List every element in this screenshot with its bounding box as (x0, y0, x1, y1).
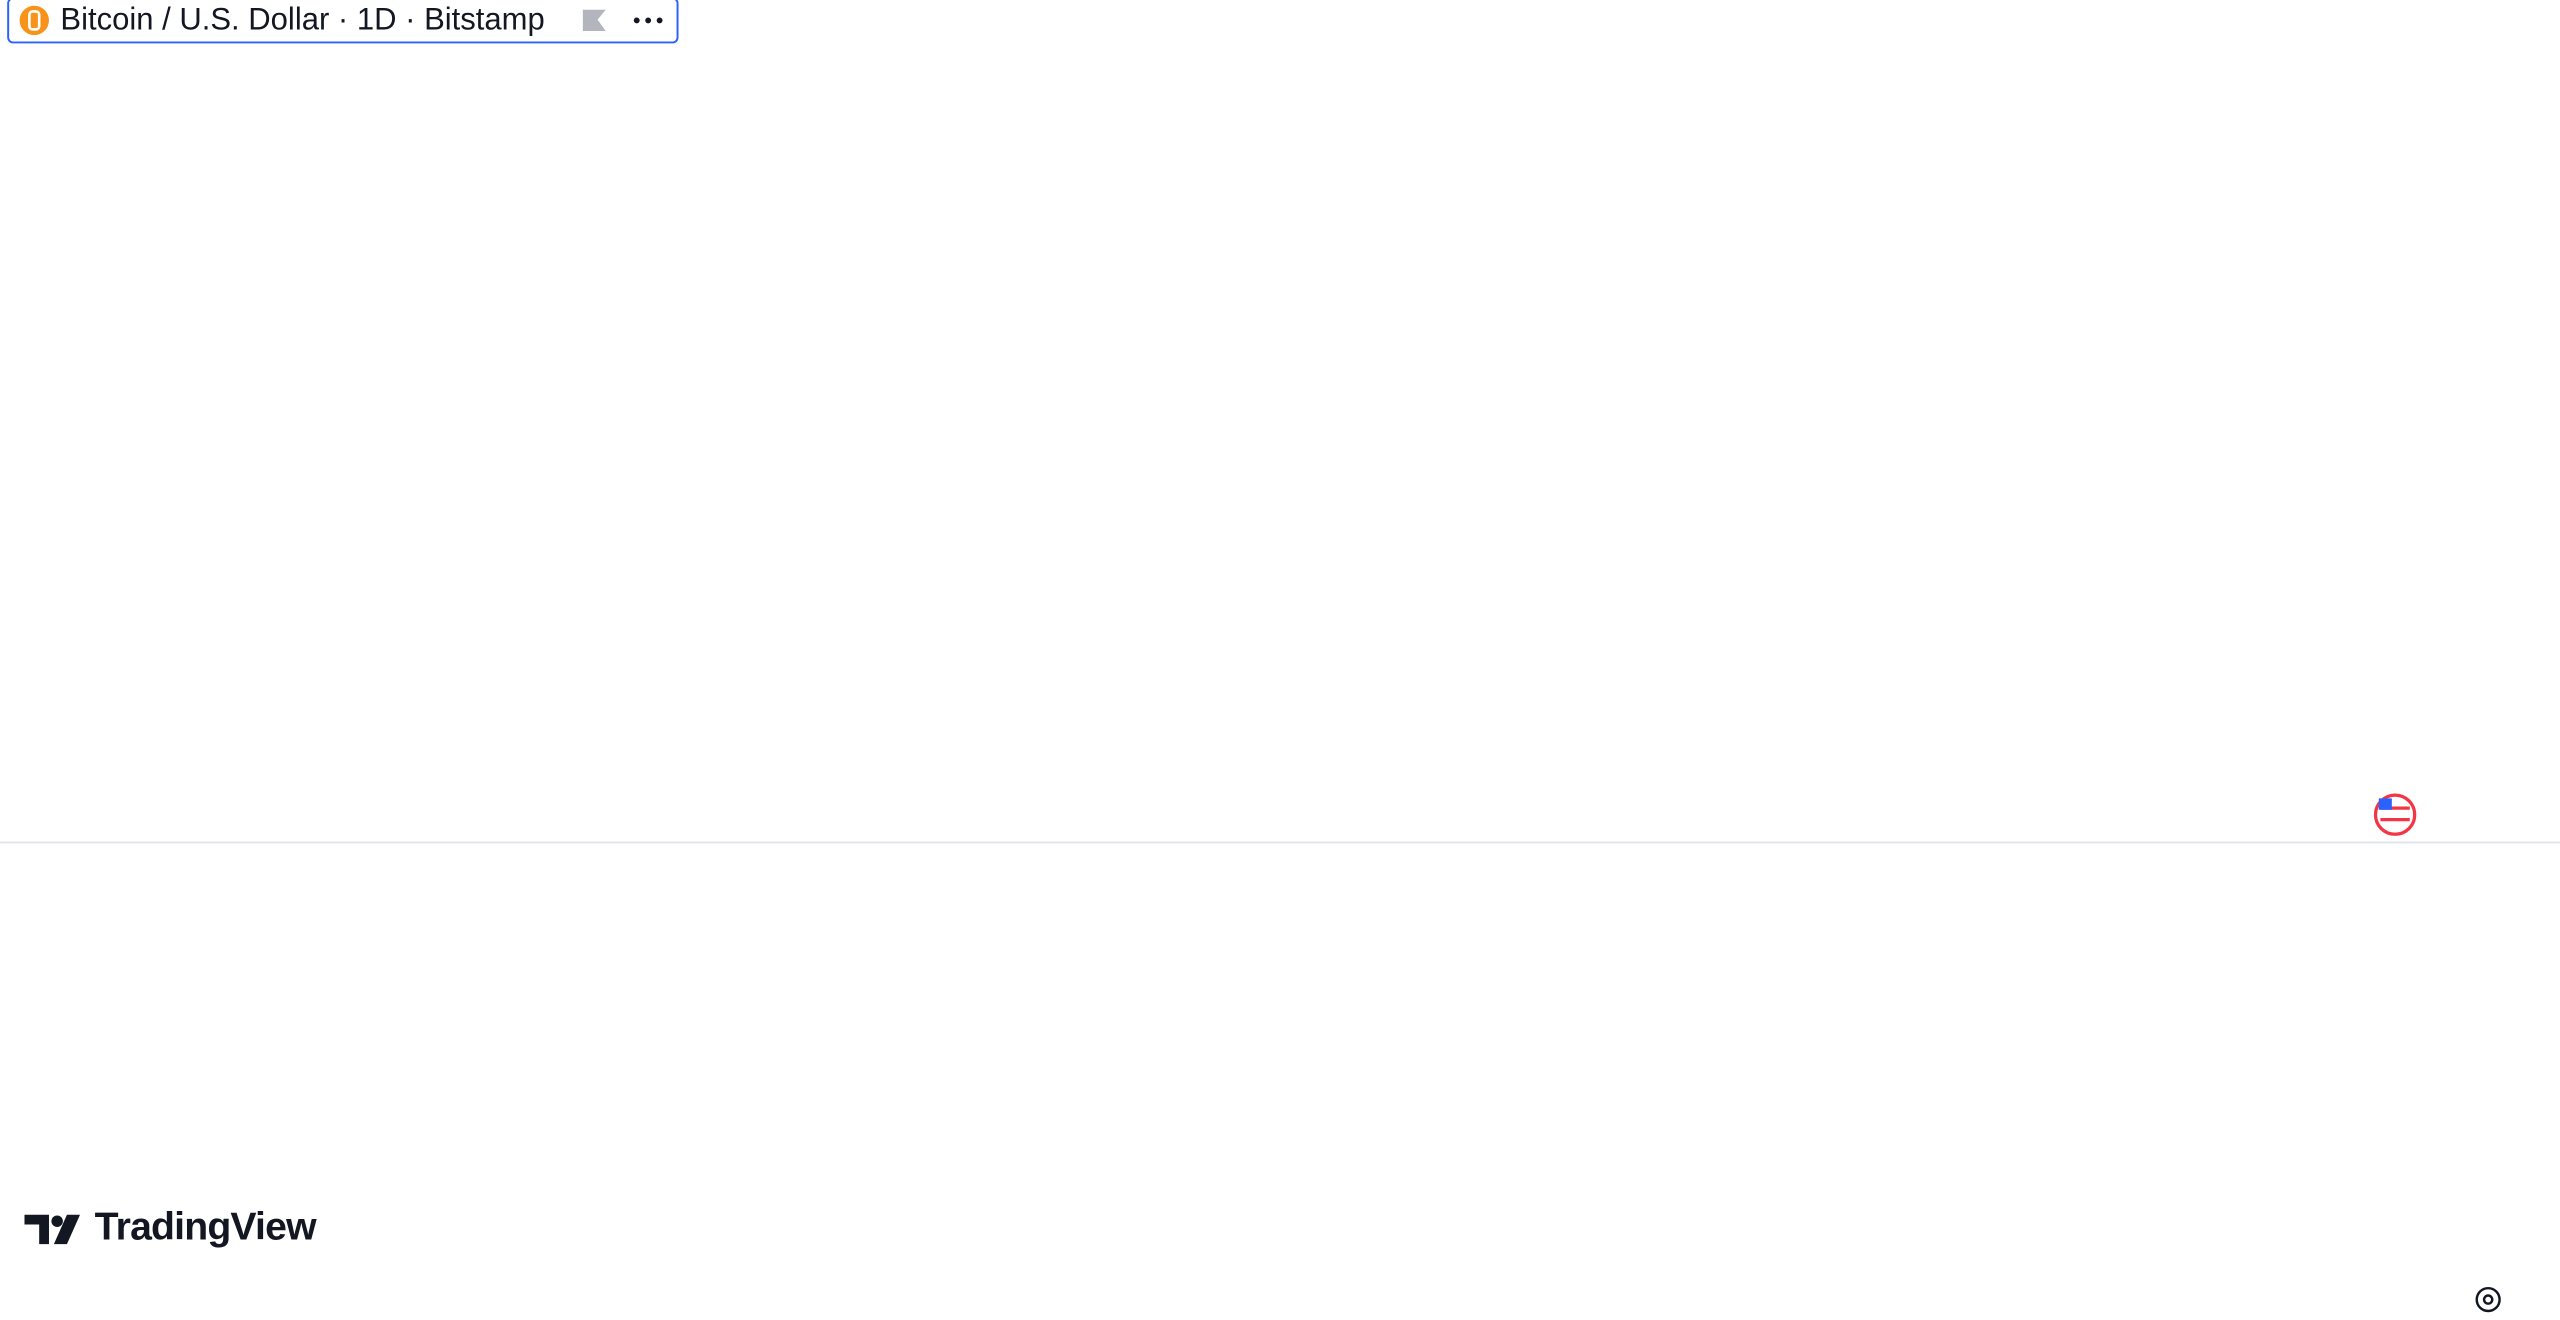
legend-frame (7, 0, 679, 44)
chart-title: Bitcoin / U.S. Dollar · 1D · Bitstamp (60, 1, 544, 36)
more-dot[interactable] (645, 17, 652, 24)
us-flag-icon[interactable] (2373, 793, 2417, 836)
symbol-icon-mark (28, 10, 41, 31)
symbol-legend[interactable]: Bitcoin / U.S. Dollar · 1D · Bitstamp (7, 0, 679, 44)
logo-part (53, 1214, 80, 1245)
more-dot[interactable] (633, 17, 640, 24)
gear-inner (2482, 1294, 2494, 1305)
settings-button[interactable] (2475, 1286, 2501, 1313)
flag-canton (2378, 798, 2392, 810)
flag-icon[interactable] (582, 9, 606, 32)
logo-part (51, 1215, 63, 1227)
gear-outer (2475, 1286, 2501, 1313)
watermark-text: TradingView (95, 1206, 317, 1249)
symbol-icon (19, 5, 49, 36)
watermark: TradingView (24, 1206, 318, 1249)
logo-part (24, 1214, 49, 1245)
more-dot[interactable] (656, 17, 663, 24)
